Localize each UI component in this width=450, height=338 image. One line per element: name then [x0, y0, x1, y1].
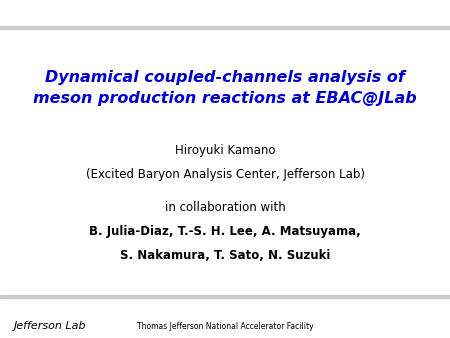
Text: Hiroyuki Kamano: Hiroyuki Kamano	[175, 144, 275, 157]
Text: Thomas Jefferson National Accelerator Facility: Thomas Jefferson National Accelerator Fa…	[137, 322, 313, 331]
Bar	[0, 295, 450, 298]
Bar	[0, 26, 450, 29]
Text: B. Julia-Diaz, T.-S. H. Lee, A. Matsuyama,: B. Julia-Diaz, T.-S. H. Lee, A. Matsuyam…	[89, 225, 361, 238]
Text: Dynamical coupled-channels analysis of
meson production reactions at EBAC@JLab: Dynamical coupled-channels analysis of m…	[33, 70, 417, 106]
Text: (Excited Baryon Analysis Center, Jefferson Lab): (Excited Baryon Analysis Center, Jeffers…	[86, 168, 365, 180]
Text: S. Nakamura, T. Sato, N. Suzuki: S. Nakamura, T. Sato, N. Suzuki	[120, 249, 330, 262]
Text: Jefferson Lab: Jefferson Lab	[14, 321, 86, 331]
Text: in collaboration with: in collaboration with	[165, 201, 285, 214]
